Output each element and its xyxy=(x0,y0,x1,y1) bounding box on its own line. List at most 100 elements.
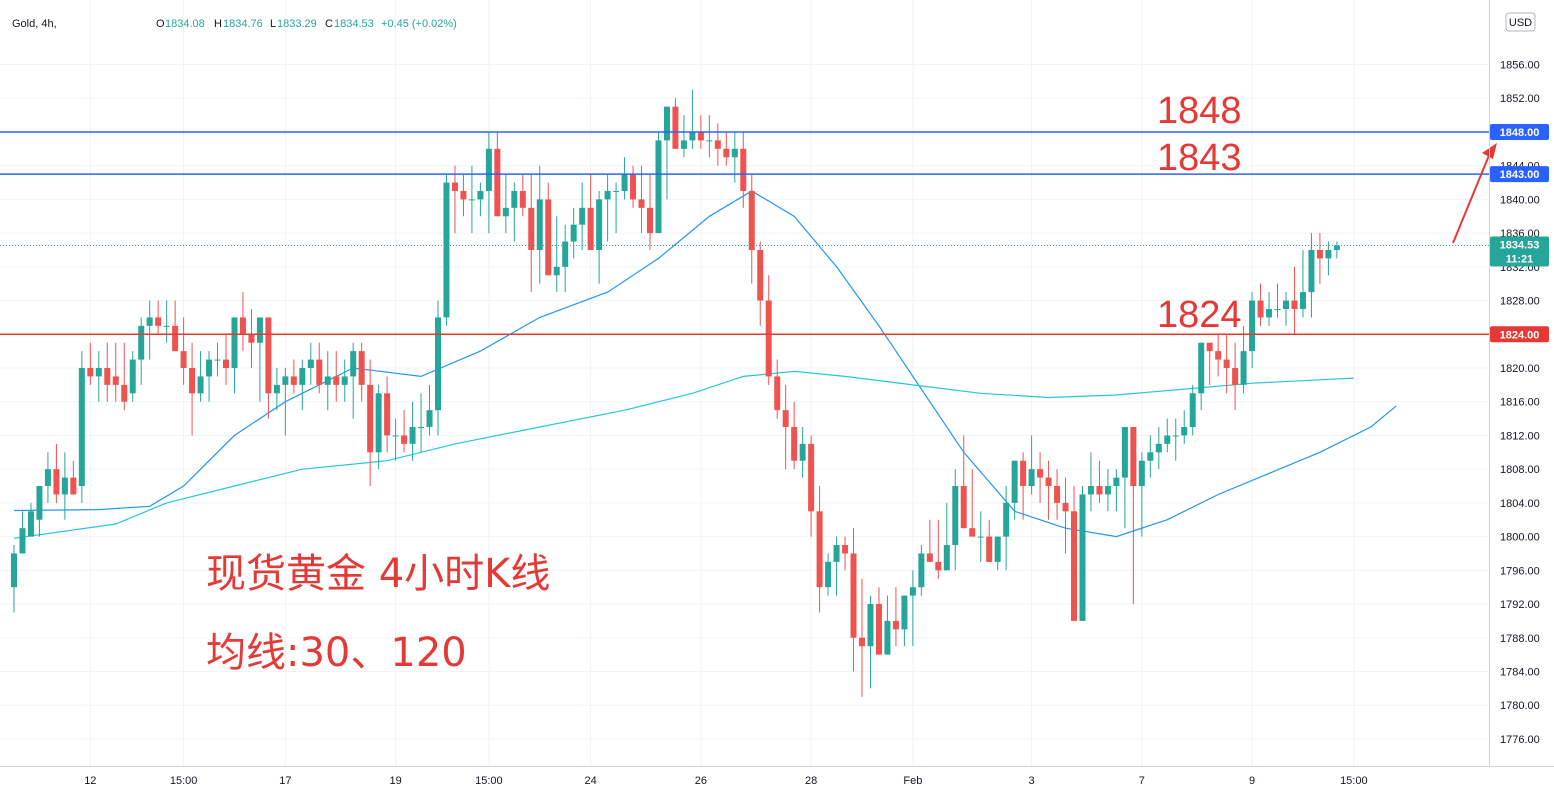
time-tick-label: 3 xyxy=(1029,775,1035,787)
currency-button[interactable]: USD xyxy=(1505,12,1536,32)
candle-body xyxy=(1028,469,1035,487)
candle-body xyxy=(892,620,899,630)
candle-body xyxy=(689,131,696,141)
candle-body xyxy=(731,148,738,158)
candle-body xyxy=(409,427,416,444)
currency-button-frame xyxy=(1505,12,1536,32)
candle-body xyxy=(78,368,85,487)
time-tick-label: Feb xyxy=(903,775,922,787)
candle-body xyxy=(239,317,246,335)
candle-body xyxy=(536,199,543,250)
candle-body xyxy=(1079,494,1086,621)
candle-body xyxy=(104,368,111,385)
candle-body xyxy=(19,528,26,554)
price-tick-label: 1804.00 xyxy=(1500,498,1540,510)
candle-body xyxy=(1062,502,1069,512)
level-tag-1824 xyxy=(1490,326,1549,343)
candle-body xyxy=(299,368,306,385)
candle-body xyxy=(867,604,874,647)
candle-body xyxy=(816,511,823,588)
time-tick-label: 19 xyxy=(389,775,401,787)
candle-body xyxy=(1045,477,1052,487)
time-axis[interactable]: 12 15:00 17 19 15:00 24 26 28 Feb 3 7 9 15:00 xyxy=(0,766,1554,788)
candle-body xyxy=(87,368,94,377)
candle-body xyxy=(960,486,967,529)
moving-averages xyxy=(13,190,1397,539)
price-tick-label: 1812.00 xyxy=(1500,430,1540,442)
last-price-tag xyxy=(1490,236,1549,267)
candle-body xyxy=(1198,342,1205,394)
candle-body xyxy=(1274,308,1281,310)
candle-body xyxy=(655,140,662,234)
candle-body xyxy=(596,199,603,250)
candle-body xyxy=(384,393,391,436)
time-tick-label: 7 xyxy=(1139,775,1145,787)
candle-body xyxy=(1138,460,1145,487)
candle-body xyxy=(265,317,272,394)
candle-body xyxy=(604,190,611,200)
ohlc-change: +0.45 (+0.02%) xyxy=(381,18,457,30)
level-tag-text: 1848.00 xyxy=(1500,127,1540,139)
candle-body xyxy=(460,190,467,200)
time-tick-label: 17 xyxy=(279,775,291,787)
candle-body xyxy=(189,368,196,394)
candle-body xyxy=(969,528,976,537)
candle-body xyxy=(350,351,357,377)
candle-body xyxy=(435,317,441,411)
price-tick-label: 1796.00 xyxy=(1500,565,1540,577)
candle-body xyxy=(502,207,509,217)
candle-body xyxy=(935,561,942,571)
candle-body xyxy=(468,199,475,201)
candle-body xyxy=(943,545,950,571)
candle-body xyxy=(859,637,865,647)
candle-body xyxy=(697,131,704,141)
candle-body xyxy=(1325,249,1332,259)
ma120-line xyxy=(13,370,1354,539)
candle-body xyxy=(231,317,238,368)
candle-body xyxy=(799,443,806,461)
ohlc-high-value: 1834.76 xyxy=(223,18,263,30)
candle-body xyxy=(909,587,916,596)
candle-body xyxy=(273,384,280,394)
ohlc-low-value: 1833.29 xyxy=(277,18,317,30)
candle-body xyxy=(1257,300,1264,318)
candle-body xyxy=(1249,300,1256,352)
candle-body xyxy=(791,427,798,461)
candle-body xyxy=(1096,486,1103,495)
ohlc-open-letter: O xyxy=(156,18,165,30)
candle-body xyxy=(256,317,263,343)
candle-body xyxy=(180,351,187,368)
candle-body xyxy=(808,443,815,512)
last-price-value: 1834.53 xyxy=(1500,240,1540,252)
price-tick-label: 1776.00 xyxy=(1500,734,1540,746)
time-tick-label: 28 xyxy=(805,775,817,787)
candle-body xyxy=(61,477,68,495)
candle-body xyxy=(1316,249,1323,259)
trend-arrow-line[interactable] xyxy=(1452,152,1491,244)
candle-body xyxy=(451,182,458,191)
symbol-label[interactable]: Gold, 4h, xyxy=(12,18,57,30)
candle-body xyxy=(1037,469,1044,478)
annotations: 1848 1843 1824 现货黄金 4小时K线 均线:30、120 xyxy=(206,90,1497,676)
candle-body xyxy=(511,190,518,208)
candle-body xyxy=(926,553,933,562)
candles xyxy=(11,89,1340,697)
candle-body xyxy=(494,148,501,217)
candle-body xyxy=(1104,486,1111,495)
candle-body xyxy=(485,148,492,191)
horizontal-levels[interactable] xyxy=(0,131,1489,336)
candle-body xyxy=(663,106,670,141)
price-tick-label: 1820.00 xyxy=(1500,363,1540,375)
candle-body xyxy=(952,486,959,546)
candle-body xyxy=(621,174,628,191)
candle-body xyxy=(545,199,552,276)
candle-body xyxy=(833,545,840,562)
candle-body xyxy=(562,241,569,267)
candle-body xyxy=(638,199,645,208)
candle-body xyxy=(1054,486,1061,503)
candle-body xyxy=(146,317,153,326)
chart-note-ma: 均线:30、120 xyxy=(206,630,467,676)
time-tick-label: 15:00 xyxy=(475,775,503,787)
candle-body xyxy=(172,325,179,352)
